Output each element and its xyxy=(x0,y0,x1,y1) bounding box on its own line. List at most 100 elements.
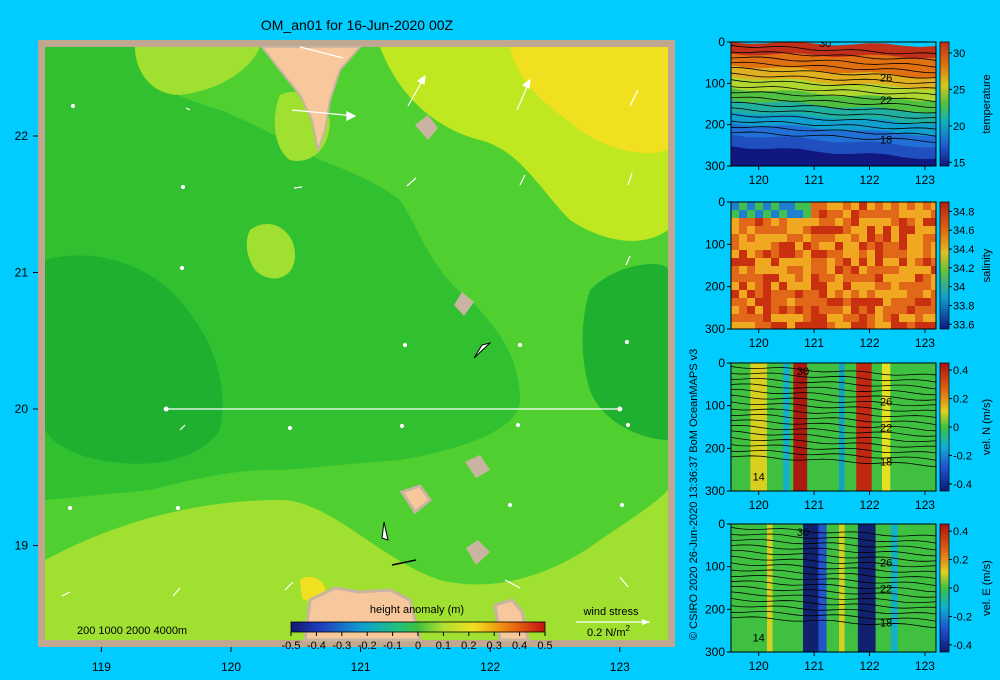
salinity-cell xyxy=(923,250,932,259)
section-y-tick-label: 200 xyxy=(705,280,725,294)
section-colorbar-tick-label: 33.6 xyxy=(953,319,974,331)
velocity-column xyxy=(891,524,898,652)
salinity-cell xyxy=(771,306,780,315)
island-babuyan xyxy=(399,484,433,515)
salinity-cell xyxy=(851,298,860,307)
contour-line xyxy=(731,383,936,396)
salinity-cell xyxy=(899,306,908,315)
salinity-cell xyxy=(915,290,924,299)
contour-line xyxy=(731,437,936,448)
salinity-cell xyxy=(835,282,844,291)
salinity-cell xyxy=(811,322,820,329)
wind-arrow xyxy=(291,109,356,117)
contour-line xyxy=(731,366,936,376)
salinity-cell xyxy=(931,282,936,291)
section-colorbar xyxy=(939,41,950,167)
wind-arrow xyxy=(406,177,417,187)
salinity-cell xyxy=(843,282,852,291)
salinity-cell xyxy=(803,322,812,329)
salinity-cell xyxy=(915,210,924,219)
salinity-cell xyxy=(907,314,916,323)
salinity-cell xyxy=(851,202,860,211)
salinity-cell xyxy=(739,266,748,275)
contour-label: 26 xyxy=(880,397,892,409)
salinity-cell xyxy=(923,266,932,275)
salinity-cell xyxy=(819,242,828,251)
contour-label: 22 xyxy=(880,583,892,595)
salinity-cell xyxy=(907,242,916,251)
salinity-cell xyxy=(835,290,844,299)
salinity-cell xyxy=(931,218,936,227)
salinity-cell xyxy=(891,266,900,275)
salinity-cell xyxy=(859,250,868,259)
figure-title: OM_an01 for 16-Jun-2020 00Z xyxy=(261,17,454,33)
salinity-cell xyxy=(843,210,852,219)
salinity-cell xyxy=(803,258,812,267)
salinity-cell xyxy=(907,290,916,299)
section-y-tick-label: 300 xyxy=(705,645,725,659)
salinity-cell xyxy=(771,282,780,291)
wind-dot xyxy=(625,422,631,428)
contour-line xyxy=(731,610,936,622)
salinity-cell xyxy=(915,234,924,243)
section-x-tick-label: 121 xyxy=(804,659,824,673)
salinity-cell xyxy=(739,274,748,283)
section-y-tick-label: 300 xyxy=(705,322,725,336)
wind-dot xyxy=(67,505,73,511)
salinity-cell xyxy=(795,258,804,267)
salinity-cell xyxy=(859,210,868,219)
salinity-cell xyxy=(835,306,844,315)
contour-line xyxy=(731,544,936,557)
island-outline xyxy=(473,342,492,359)
wind-arrow xyxy=(293,186,303,189)
section-colorbar-label: temperature xyxy=(981,74,993,133)
land-taiwan xyxy=(259,46,363,154)
salinity-cell xyxy=(875,242,884,251)
salinity-cell xyxy=(763,210,772,219)
salinity-cell xyxy=(755,282,764,291)
salinity-cell xyxy=(763,218,772,227)
wind-dot xyxy=(507,502,513,508)
salinity-cell xyxy=(763,202,772,211)
salinity-cell xyxy=(923,314,932,323)
salinity-cell xyxy=(907,210,916,219)
salinity-cell xyxy=(795,282,804,291)
salinity-cell xyxy=(747,266,756,275)
salinity-cell xyxy=(843,218,852,227)
salinity-cell xyxy=(867,258,876,267)
salinity-cell xyxy=(811,306,820,315)
salinity-cell xyxy=(747,226,756,235)
contour-label: 30 xyxy=(797,527,809,539)
salinity-cell xyxy=(795,234,804,243)
salinity-cell xyxy=(923,282,932,291)
wind-arrow xyxy=(299,46,344,59)
salinity-cell xyxy=(899,298,908,307)
salinity-cell xyxy=(931,258,936,267)
contour-line xyxy=(731,72,936,84)
salinity-cell xyxy=(747,314,756,323)
salinity-cell xyxy=(915,306,924,315)
wind-arrow xyxy=(627,172,633,186)
salinity-cell xyxy=(747,258,756,267)
salinity-cell xyxy=(819,226,828,235)
salinity-cell xyxy=(851,226,860,235)
salinity-cell xyxy=(851,306,860,315)
contour-line xyxy=(731,394,936,407)
salinity-cell xyxy=(819,314,828,323)
wind-arrow xyxy=(61,591,71,597)
contour-line xyxy=(731,605,936,615)
wind-dot xyxy=(402,342,408,348)
contour-label: 18 xyxy=(880,134,892,146)
salinity-cell xyxy=(795,266,804,275)
contour-line xyxy=(731,113,936,124)
salinity-cell xyxy=(891,234,900,243)
salinity-cell xyxy=(931,298,936,307)
section-colorbar-tick-label: 0.2 xyxy=(953,394,968,406)
section-x-tick-label: 121 xyxy=(804,173,824,187)
wind-arrow-head xyxy=(346,111,357,121)
section-x-tick-label: 122 xyxy=(859,659,879,673)
salinity-cell xyxy=(859,290,868,299)
map-colorbar-tick-label: -0.4 xyxy=(307,640,326,652)
salinity-cell xyxy=(843,234,852,243)
salinity-cell xyxy=(787,242,796,251)
